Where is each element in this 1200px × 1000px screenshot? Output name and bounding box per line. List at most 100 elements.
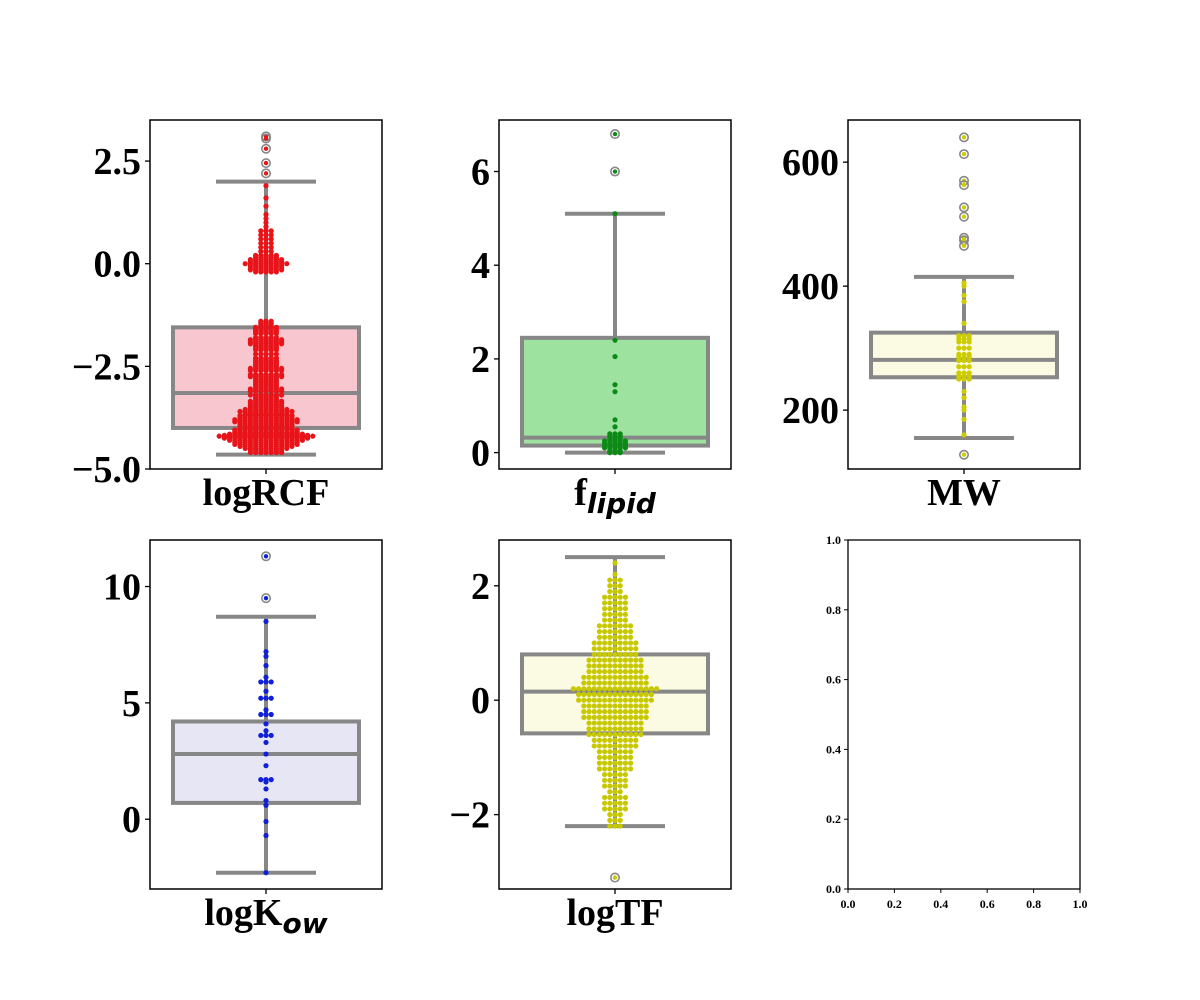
data-point — [622, 651, 629, 658]
data-point — [602, 600, 608, 606]
data-point — [617, 766, 623, 772]
y-tick-label: 0.8 — [826, 603, 841, 617]
data-point — [628, 737, 634, 743]
data-point — [263, 763, 269, 769]
outlier-point — [612, 131, 618, 137]
data-point — [591, 674, 597, 680]
data-point — [586, 668, 592, 675]
data-point — [622, 594, 629, 600]
data-point — [612, 617, 618, 623]
data-point — [956, 364, 962, 370]
data-point — [602, 731, 608, 738]
data-point — [622, 720, 629, 726]
outlier-marker — [260, 593, 271, 604]
data-point — [602, 720, 608, 726]
data-point — [258, 351, 264, 357]
data-point — [612, 674, 618, 680]
data-point — [607, 594, 613, 600]
data-point — [263, 674, 269, 680]
y-tick-label: −5.0 — [72, 449, 141, 491]
data-point — [602, 628, 608, 635]
outlier-point — [612, 875, 618, 880]
data-point — [617, 674, 623, 680]
data-point — [607, 749, 613, 755]
data-point — [617, 617, 623, 623]
data-point — [643, 714, 649, 720]
data-point — [607, 766, 613, 772]
data-point — [591, 640, 597, 646]
data-point — [961, 432, 967, 438]
data-point — [638, 714, 644, 720]
y-tick-label: 1.0 — [826, 533, 841, 547]
data-point — [596, 634, 603, 640]
y-tick-label: 6 — [471, 152, 490, 194]
data-point — [263, 663, 269, 669]
data-point — [591, 651, 597, 658]
data-point — [602, 617, 608, 623]
data-point — [622, 703, 629, 709]
data-point — [617, 663, 623, 669]
data-point — [591, 691, 597, 698]
data-point — [622, 800, 629, 806]
data-point — [617, 812, 623, 818]
data-point — [961, 364, 967, 370]
data-point — [633, 663, 639, 669]
subplot-6: 0.0 0.2 0.4 0.6 0.8 1.0 0.0 0.2 0.4 0.6 0.8 1.0 — [826, 533, 1088, 911]
data-point — [643, 703, 649, 709]
data-point — [258, 679, 264, 685]
data-point — [596, 726, 603, 732]
data-point — [263, 224, 269, 230]
data-point — [581, 697, 587, 703]
data-point — [263, 818, 269, 825]
data-point — [612, 337, 618, 343]
y-tick-label: 0.0 — [826, 882, 841, 896]
data-point — [263, 797, 269, 804]
data-point — [263, 195, 269, 201]
data-point — [586, 691, 592, 698]
data-point — [633, 703, 639, 709]
data-point — [612, 703, 618, 709]
data-point — [591, 686, 597, 692]
data-point — [612, 606, 618, 612]
outlier-marker — [958, 132, 969, 143]
data-point — [628, 754, 634, 761]
data-point — [263, 786, 269, 792]
data-point — [607, 794, 613, 801]
data-point — [648, 686, 655, 692]
y-tick-label: 10 — [103, 567, 141, 609]
data-point — [638, 691, 644, 698]
data-point — [596, 680, 603, 686]
data-point — [617, 709, 623, 715]
data-point — [596, 663, 603, 669]
data-point — [607, 771, 613, 778]
data-point — [268, 371, 274, 378]
data-point — [268, 392, 274, 398]
data-point — [638, 726, 644, 732]
outlier-marker — [958, 240, 969, 251]
data-point — [596, 737, 603, 743]
data-point — [648, 691, 655, 698]
data-point — [258, 355, 264, 361]
outlier-marker — [609, 129, 620, 140]
data-point — [279, 365, 285, 372]
data-point — [263, 751, 269, 757]
data-point — [310, 433, 316, 439]
data-point — [607, 583, 613, 589]
data-point — [628, 691, 634, 698]
data-point — [591, 663, 597, 669]
data-point — [612, 646, 618, 652]
data-point — [607, 703, 613, 709]
data-point — [622, 617, 629, 623]
data-point — [602, 783, 608, 789]
data-point — [612, 697, 618, 703]
data-point — [612, 431, 618, 437]
data-point — [268, 240, 274, 246]
outlier-marker — [958, 149, 969, 160]
data-point — [596, 720, 603, 726]
data-point — [258, 711, 264, 718]
data-point — [622, 731, 629, 738]
data-point — [247, 386, 253, 392]
data-point — [622, 691, 629, 698]
data-point — [612, 743, 618, 749]
data-point — [622, 749, 629, 755]
